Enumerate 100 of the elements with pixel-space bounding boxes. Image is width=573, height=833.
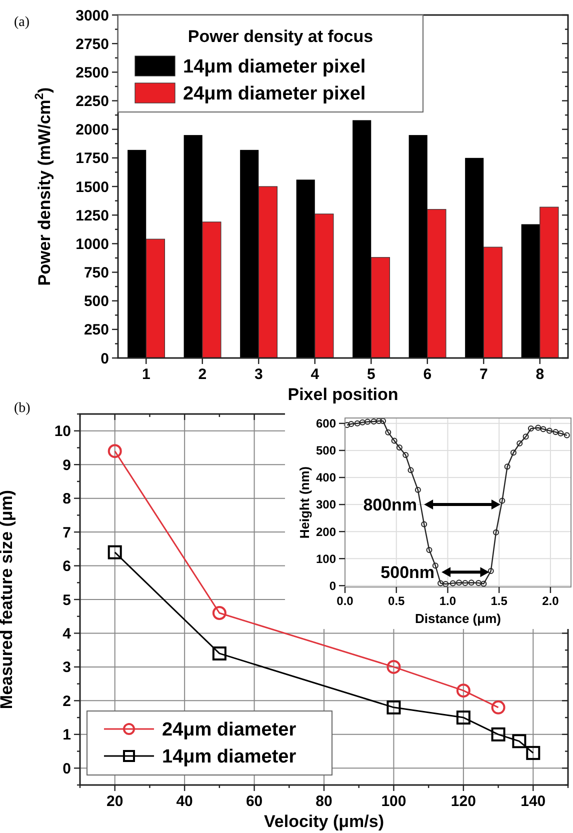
annotation: 500nm [380,563,435,582]
bar [146,238,165,358]
x-tick-label: 1.5 [490,594,508,608]
point [344,422,350,428]
point [488,568,494,574]
x-tick-label: 2 [198,366,207,383]
annotation: 800nm [363,496,418,515]
point [468,580,474,586]
x-tick-label: 120 [450,793,476,810]
bar [352,120,372,358]
y-tick-label: 1500 [76,178,109,196]
bar [128,150,146,358]
y-tick-label: 7 [62,524,71,542]
point [354,420,360,426]
point [391,438,398,444]
x-tick-label: 6 [423,366,432,383]
bar [427,209,446,358]
legend-label: 24μm diameter [162,720,297,741]
y-tick-label: 2250 [76,93,109,110]
point [504,464,510,470]
bar [483,246,502,358]
point [456,710,470,725]
y-tick-label: 400 [316,470,336,485]
y-axis-title: Height (nm) [297,466,312,539]
point [108,444,122,458]
y-tick-label: 8 [62,490,71,508]
y-tick-label: 1250 [76,207,109,224]
point [212,606,226,620]
y-tick-label: 1750 [76,150,109,168]
point [212,646,226,660]
x-axis-title: Distance (μm) [415,611,501,626]
x-axis-title: Pixel position [288,385,398,404]
x-tick-label: 3 [254,366,263,383]
point [450,580,456,586]
point [426,546,432,553]
legend-label: 14μm diameter pixel [183,56,366,78]
y-tick-label: 200 [316,524,336,539]
point [476,580,482,586]
y-tick-label: 600 [316,416,336,431]
point [512,734,526,748]
x-tick-label: 2.0 [542,594,560,608]
point [499,498,506,504]
bar [184,135,202,358]
y-tick-label: 3 [62,659,71,676]
line-series [344,418,570,588]
point [540,426,546,432]
y-tick-label: 500 [84,293,109,310]
x-tick-label: 7 [479,366,488,383]
point [493,529,500,536]
y-axis-title: Measured feature size (μm) [0,490,16,710]
y-tick-label: 3000 [76,7,109,24]
y-tick-label: 6 [62,558,71,576]
x-axis-title: Velocity (μm/s) [264,812,384,831]
point [456,684,470,698]
y-tick-label: 10 [54,423,71,440]
y-tick-label: 4 [62,625,72,642]
legend-label: 14μm diameter [162,746,297,768]
point [359,419,366,426]
x-tick-label: 1.0 [439,594,456,608]
point [552,429,559,436]
point [491,700,506,714]
point [396,444,402,450]
point [526,746,540,760]
chart-title: (b) [14,401,31,416]
y-tick-label: 0 [329,578,336,593]
point [408,467,414,474]
point [480,580,487,587]
point [421,521,428,528]
legend-title: Power density at focus [188,27,374,46]
point [510,450,516,456]
y-tick-label: 300 [316,498,336,512]
point [516,440,523,446]
y-tick-label: 0 [62,760,71,778]
point [108,545,122,560]
x-tick-label: 0.0 [336,594,354,608]
y-tick-label: 1 [62,726,71,744]
x-tick-label: 60 [246,793,263,810]
x-tick-label: 140 [520,793,546,810]
y-tick-label: 2750 [76,36,109,53]
bar [540,206,559,358]
point [385,429,392,436]
point [348,420,354,427]
bar [370,257,390,358]
x-tick-label: 80 [316,793,332,810]
point [528,426,534,432]
bar [314,214,334,358]
point [491,727,506,742]
y-tick-label: 2000 [76,122,109,139]
bar [240,150,259,358]
point [456,580,462,586]
bar [521,224,540,358]
bar [296,180,315,358]
y-tick-label: 750 [84,264,109,282]
point [402,452,409,458]
x-tick-label: 5 [366,366,376,383]
x-tick-label: 20 [106,793,124,810]
bar [202,222,222,358]
point [438,580,444,586]
y-tick-label: 100 [316,552,336,566]
point [522,434,529,440]
